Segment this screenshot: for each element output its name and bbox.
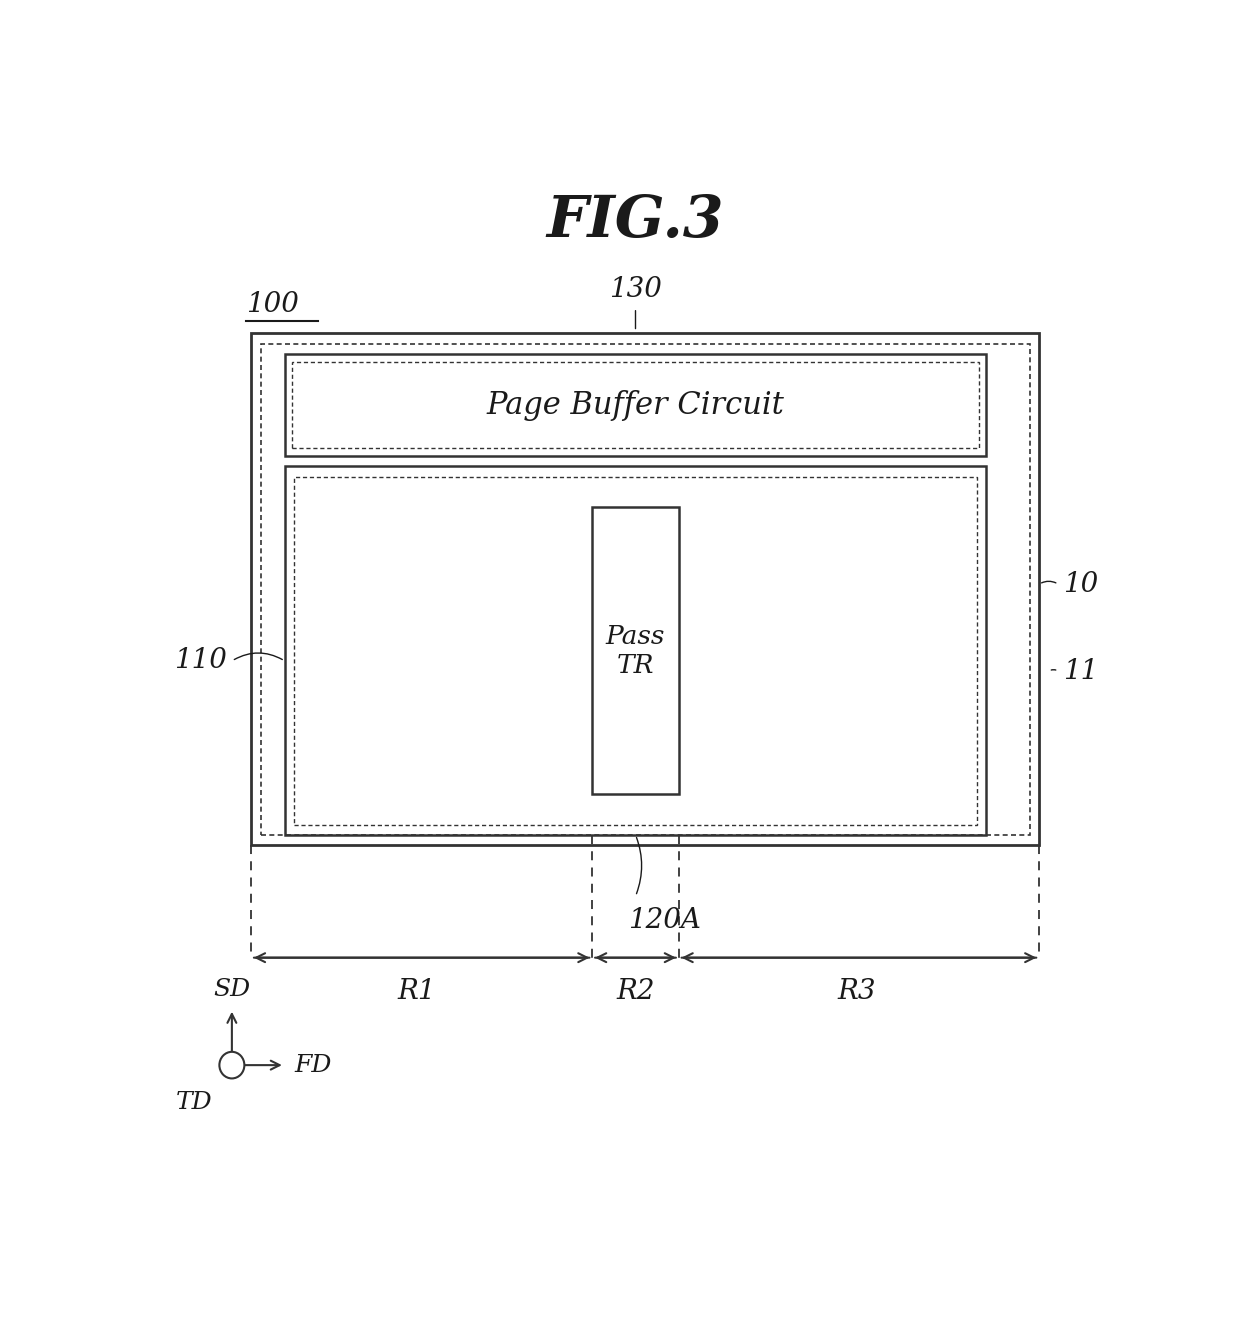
Text: Page Buffer Circuit: Page Buffer Circuit bbox=[486, 389, 785, 420]
Text: FD: FD bbox=[294, 1054, 332, 1076]
Bar bbox=[593, 508, 678, 793]
Bar bbox=[293, 361, 978, 448]
Text: 120A: 120A bbox=[627, 906, 701, 933]
Text: 130: 130 bbox=[609, 275, 662, 303]
Bar bbox=[250, 334, 1039, 845]
Text: SD: SD bbox=[213, 978, 250, 1001]
Text: TD: TD bbox=[176, 1091, 213, 1114]
Text: 100: 100 bbox=[247, 291, 299, 318]
Text: R1: R1 bbox=[397, 978, 435, 1005]
Text: 10: 10 bbox=[1063, 570, 1099, 598]
Text: 11: 11 bbox=[1063, 658, 1099, 684]
Text: R2: R2 bbox=[616, 978, 655, 1005]
Text: Pass
TR: Pass TR bbox=[606, 623, 665, 678]
Bar bbox=[294, 477, 977, 824]
Text: R3: R3 bbox=[837, 978, 875, 1005]
Text: FIG.3: FIG.3 bbox=[547, 193, 724, 249]
Bar bbox=[260, 344, 1029, 835]
Bar bbox=[285, 466, 986, 835]
Circle shape bbox=[219, 1051, 244, 1078]
Text: 110: 110 bbox=[174, 647, 227, 674]
Bar bbox=[285, 354, 986, 456]
